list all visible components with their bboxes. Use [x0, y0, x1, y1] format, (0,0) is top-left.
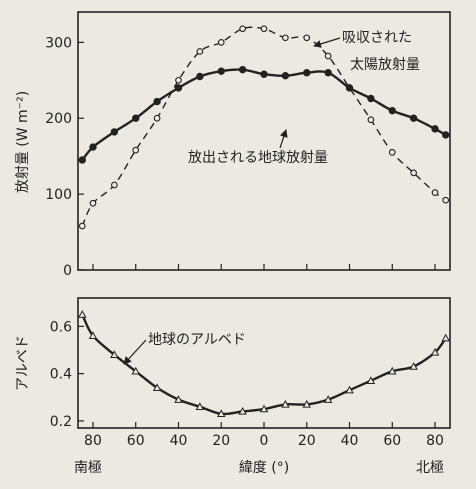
albedo-series-0-point — [259, 404, 269, 413]
absorbed-solar-label-line-2: 太陽放射量 — [350, 57, 420, 73]
radiation-series-1-point — [89, 143, 97, 151]
albedo-series-0-point — [430, 347, 440, 356]
albedo-series-0-point — [110, 350, 119, 358]
radiation-series-0-point — [132, 146, 140, 154]
radiation-series-1-point — [238, 65, 247, 74]
albedo-series-0-point — [152, 383, 162, 392]
radiation-series-1-point — [367, 94, 375, 103]
radiation-series-0-point — [175, 76, 182, 84]
radiation-series-0-point — [431, 189, 439, 196]
albedo-x-tick-label: 60 — [127, 433, 145, 449]
radiation-y-ticks: 0 100 200 300 — [45, 35, 84, 279]
radiation-y-tick-label: 0 — [63, 263, 72, 279]
radiation-y-tick-label: 100 — [45, 187, 72, 203]
radiation-chart-frame — [77, 11, 451, 271]
radiation-x-ticks — [92, 264, 436, 270]
radiation-series-1-point — [132, 114, 140, 122]
albedo-x-tick-label: 20 — [298, 433, 316, 449]
albedo-series-0-point — [88, 331, 98, 340]
albedo-chart: 0.2 0.4 0.6 80 60 40 20 0 20 40 60 80 アルベド 地球のアルベド… — [15, 297, 451, 476]
albedo-x-tick-label: 40 — [170, 433, 188, 449]
radiation-series-0-point — [324, 52, 332, 60]
north-pole-label: 北極 — [416, 460, 444, 476]
albedo-series-0-point — [281, 399, 290, 408]
radiation-series-1-point — [78, 156, 86, 164]
radiation-series-1-point — [345, 84, 354, 92]
radiation-series-0-point — [442, 196, 450, 204]
albedo-annotation-label: 地球のアルベド — [148, 332, 246, 348]
albedo-x-tick-label: 80 — [84, 433, 102, 449]
albedo-y-tick-label: 0.6 — [50, 319, 72, 335]
radiation-series-1-point — [388, 106, 396, 115]
absorbed-solar-label-line-1: 吸収された — [342, 30, 412, 46]
albedo-series-0-point — [441, 333, 450, 342]
radiation-series-0-point — [282, 34, 289, 42]
albedo-series-0-point — [174, 395, 183, 403]
albedo-series-0-point — [195, 402, 205, 410]
albedo-series-0-line — [81, 313, 447, 416]
radiation-series-1-point — [153, 97, 161, 106]
albedo-x-tick-label: 80 — [426, 433, 444, 449]
emitted-terrestrial-label: 放出される地球放射量 — [188, 150, 328, 166]
radiation-series-1-point — [260, 70, 268, 78]
albedo-series — [78, 310, 450, 418]
radiation-series-0-point — [217, 39, 225, 46]
radiation-series — [78, 25, 450, 230]
emitted-terrestrial-arrow — [279, 129, 288, 149]
albedo-y-tick-label: 0.4 — [50, 367, 72, 383]
radiation-series-0-point — [303, 34, 311, 42]
absorbed-solar-arrow — [313, 37, 341, 48]
albedo-y-label: アルベド — [15, 335, 31, 391]
albedo-series-0-point — [388, 366, 397, 375]
albedo-series-0-point — [238, 407, 247, 415]
albedo-series-0-point — [323, 395, 333, 403]
albedo-x-tick-label: 20 — [212, 433, 230, 449]
radiation-series-0-point — [410, 169, 418, 177]
radiation-series-1-point — [431, 125, 439, 133]
albedo-y-tick-label: 0.2 — [50, 414, 72, 430]
albedo-series-0-point — [302, 399, 312, 408]
radiation-series-0-point — [110, 181, 118, 189]
radiation-y-tick-label: 300 — [45, 35, 72, 51]
albedo-x-ticks: 80 60 40 20 0 20 40 60 80 — [84, 422, 444, 449]
radiation-series-1-point — [442, 131, 450, 139]
radiation-series-0-point — [196, 48, 204, 55]
albedo-annotation: 地球のアルベド — [123, 332, 246, 365]
radiation-series-0-point — [239, 25, 246, 33]
radiation-series-1-point — [110, 128, 119, 136]
radiation-series-0-point — [78, 222, 86, 230]
south-pole-label: 南極 — [74, 460, 102, 476]
latitude-axis-label: 緯度 (°) — [239, 460, 289, 476]
radiation-series-1-point — [217, 67, 225, 75]
radiation-series-1-point — [303, 69, 311, 77]
albedo-series-0-point — [345, 385, 354, 394]
emitted-terrestrial-annotation: 放出される地球放射量 — [188, 129, 328, 166]
radiation-series-0-point — [367, 116, 375, 124]
albedo-annotation-arrow — [123, 339, 147, 365]
radiation-series-0-point — [153, 114, 161, 122]
radiation-series-1-point — [324, 69, 332, 77]
albedo-series-0-point — [366, 376, 376, 384]
albedo-x-tick-label: 60 — [383, 433, 401, 449]
radiation-y-label: 放射量 (W m⁻²) — [15, 91, 31, 193]
albedo-series-0-point — [78, 310, 87, 318]
albedo-series-0-point — [409, 362, 418, 370]
radiation-series-1-point — [174, 84, 183, 92]
radiation-series-0-point — [260, 25, 268, 33]
albedo-series-0-point — [131, 366, 140, 375]
radiation-series-0-point — [388, 149, 396, 156]
radiation-chart: 0 100 200 300 放射量 (W m⁻²) 吸収された 太陽放射量 放出される… — [15, 11, 451, 279]
albedo-y-ticks: 0.2 0.4 0.6 — [50, 319, 84, 430]
albedo-x-tick-label: 0 — [260, 433, 269, 449]
absorbed-solar-annotation: 吸収された 太陽放射量 — [313, 30, 420, 73]
radiation-y-tick-label: 200 — [45, 111, 72, 127]
radiation-series-1-point — [196, 72, 204, 81]
albedo-x-tick-label: 40 — [341, 433, 359, 449]
albedo-series-0-point — [216, 409, 226, 418]
radiation-series-1-point — [281, 72, 290, 80]
radiation-series-0-point — [89, 199, 97, 207]
radiation-series-1-point — [409, 114, 418, 122]
